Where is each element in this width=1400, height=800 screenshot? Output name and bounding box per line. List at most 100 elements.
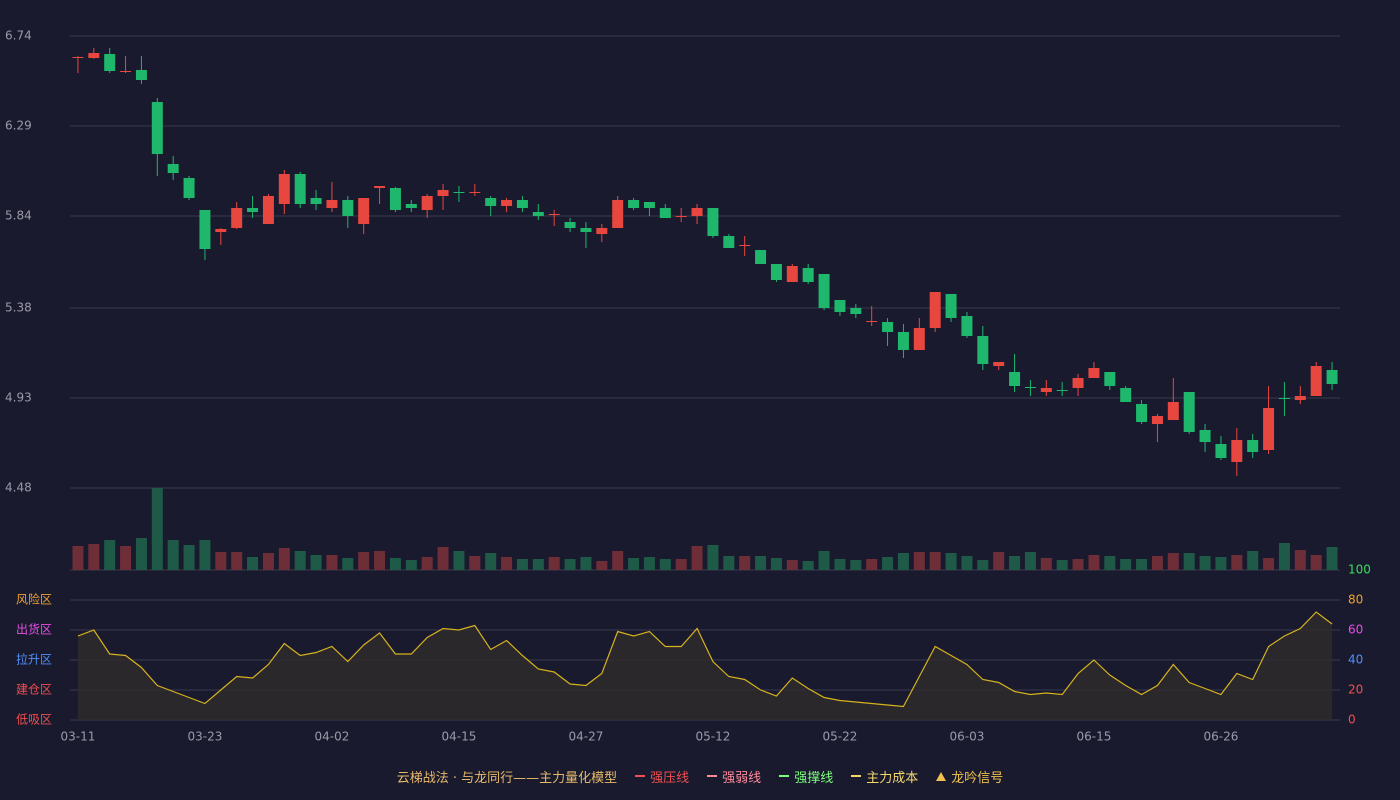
volume-bar [628, 558, 640, 570]
candle-body [834, 300, 846, 312]
candle-body [1104, 372, 1116, 386]
candle-body [374, 186, 386, 188]
volume-bar [1167, 553, 1179, 570]
volume-bar [532, 559, 544, 570]
x-tick-label: 04-02 [315, 730, 350, 744]
volume-bar [135, 538, 147, 570]
volume-bar [1263, 558, 1275, 570]
candle-body [802, 268, 814, 282]
candle-body [1199, 430, 1211, 442]
candle-body [1263, 408, 1275, 450]
volume-bar [564, 559, 576, 570]
candle-body [278, 174, 290, 204]
candle-body [231, 208, 243, 228]
candle-body [1151, 416, 1163, 424]
candle-body [548, 214, 560, 215]
y-tick-label: 5.84 [5, 209, 32, 223]
y-tick-label: 5.38 [5, 301, 32, 315]
volume-bar [120, 546, 132, 570]
y2-tick-label: 80 [1348, 593, 1363, 607]
candle-body [120, 71, 132, 72]
legend-item: 主力成本 [851, 767, 918, 786]
candle-body [437, 190, 449, 196]
candle-body [485, 198, 497, 206]
candle-body [532, 212, 544, 216]
candle-body [945, 294, 957, 318]
candle-body [516, 200, 528, 208]
legend-item: 强弱线 [707, 767, 761, 786]
volume-bar [882, 557, 894, 570]
candle-body [977, 336, 989, 364]
volume-bar [1040, 558, 1052, 570]
volume-bar [802, 561, 814, 570]
volume-bar [326, 555, 338, 570]
volume-bar [167, 540, 179, 570]
legend-label: 龙吟信号 [951, 770, 1004, 786]
volume-bar [342, 558, 354, 570]
volume-bar [437, 547, 449, 570]
volume-bar [1088, 555, 1100, 570]
volume-bar [1247, 551, 1259, 570]
y2-tick-label: 100 [1348, 563, 1371, 577]
y2-tick-label: 60 [1348, 623, 1363, 637]
legend-swatch [936, 771, 947, 781]
volume-bar [834, 559, 846, 570]
candle-body [247, 208, 259, 212]
indicator-area [77, 612, 1333, 720]
x-tick-label: 06-15 [1077, 730, 1112, 744]
candle-body [501, 200, 513, 206]
zone-label: 拉升区 [16, 652, 52, 667]
legend-label: 强撑线 [794, 770, 834, 786]
volume-bar [929, 552, 941, 570]
volume-bar [485, 553, 497, 570]
x-tick-label: 06-26 [1204, 730, 1239, 744]
x-tick-label: 06-03 [950, 730, 985, 744]
volume-bar [1215, 557, 1227, 570]
zone-label: 低吸区 [16, 713, 52, 727]
volume-bar [1056, 560, 1068, 570]
candle-body [199, 210, 211, 249]
candle-body [755, 250, 767, 264]
volume-bar [977, 560, 989, 570]
candle-body [1278, 398, 1290, 399]
volume-bar [643, 557, 655, 570]
volume-bar [739, 556, 751, 570]
candle-body [707, 208, 719, 236]
y2-tick-label: 40 [1348, 653, 1363, 667]
candle-body [850, 308, 862, 314]
volume-bar [1294, 550, 1306, 570]
candle-body [294, 174, 306, 204]
volume-bar [818, 551, 830, 570]
candle-body [1072, 378, 1084, 388]
volume-bar [262, 553, 274, 570]
volume-bar [1231, 555, 1243, 570]
volume-bar [247, 557, 259, 570]
volume-bar [770, 558, 782, 570]
candle-body [882, 322, 894, 332]
candle-body [358, 198, 370, 224]
candle-body [1167, 402, 1179, 420]
candle-body [135, 70, 147, 80]
volume-bar [659, 559, 671, 570]
volume-bar [580, 557, 592, 570]
candle-body [453, 192, 465, 193]
candle-body [342, 200, 354, 216]
candle-body [1040, 388, 1052, 392]
candle-body [72, 57, 84, 58]
candle-body [405, 204, 417, 208]
candle-body [786, 266, 798, 282]
candle-body [389, 188, 401, 210]
volume-bar [1151, 556, 1163, 570]
legend-item: 龙吟信号 [936, 767, 1003, 786]
volume-bar [1024, 552, 1036, 570]
volume-bar [1326, 547, 1338, 570]
candle-body [628, 200, 640, 208]
legend-item: 强撑线 [779, 767, 833, 786]
zone-label: 出货区 [16, 622, 52, 637]
legend-title: 云梯战法 · 与龙同行——主力量化模型 [396, 770, 618, 786]
indicator-line [77, 611, 1333, 708]
y-tick-label: 6.74 [5, 29, 32, 43]
candle-body [151, 102, 163, 154]
